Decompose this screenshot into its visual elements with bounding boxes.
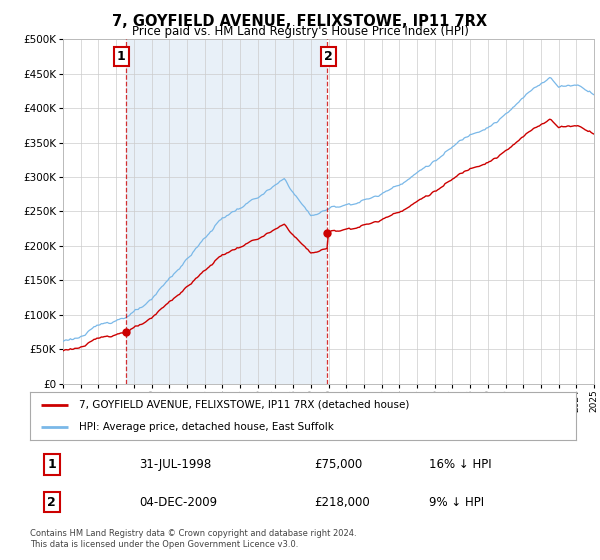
Text: 2: 2 <box>325 50 333 63</box>
Text: 1: 1 <box>116 50 125 63</box>
Text: 7, GOYFIELD AVENUE, FELIXSTOWE, IP11 7RX (detached house): 7, GOYFIELD AVENUE, FELIXSTOWE, IP11 7RX… <box>79 400 410 410</box>
Text: 1: 1 <box>47 458 56 471</box>
Text: 9% ↓ HPI: 9% ↓ HPI <box>428 496 484 508</box>
Text: £218,000: £218,000 <box>314 496 370 508</box>
Text: 16% ↓ HPI: 16% ↓ HPI <box>428 458 491 471</box>
Text: Contains HM Land Registry data © Crown copyright and database right 2024.
This d: Contains HM Land Registry data © Crown c… <box>30 529 356 549</box>
Text: £75,000: £75,000 <box>314 458 362 471</box>
Text: 7, GOYFIELD AVENUE, FELIXSTOWE, IP11 7RX: 7, GOYFIELD AVENUE, FELIXSTOWE, IP11 7RX <box>112 14 488 29</box>
Text: HPI: Average price, detached house, East Suffolk: HPI: Average price, detached house, East… <box>79 422 334 432</box>
Text: 2: 2 <box>47 496 56 508</box>
Text: 04-DEC-2009: 04-DEC-2009 <box>139 496 217 508</box>
Text: Price paid vs. HM Land Registry's House Price Index (HPI): Price paid vs. HM Land Registry's House … <box>131 25 469 38</box>
Text: 31-JUL-1998: 31-JUL-1998 <box>139 458 211 471</box>
Bar <box>127 39 327 384</box>
